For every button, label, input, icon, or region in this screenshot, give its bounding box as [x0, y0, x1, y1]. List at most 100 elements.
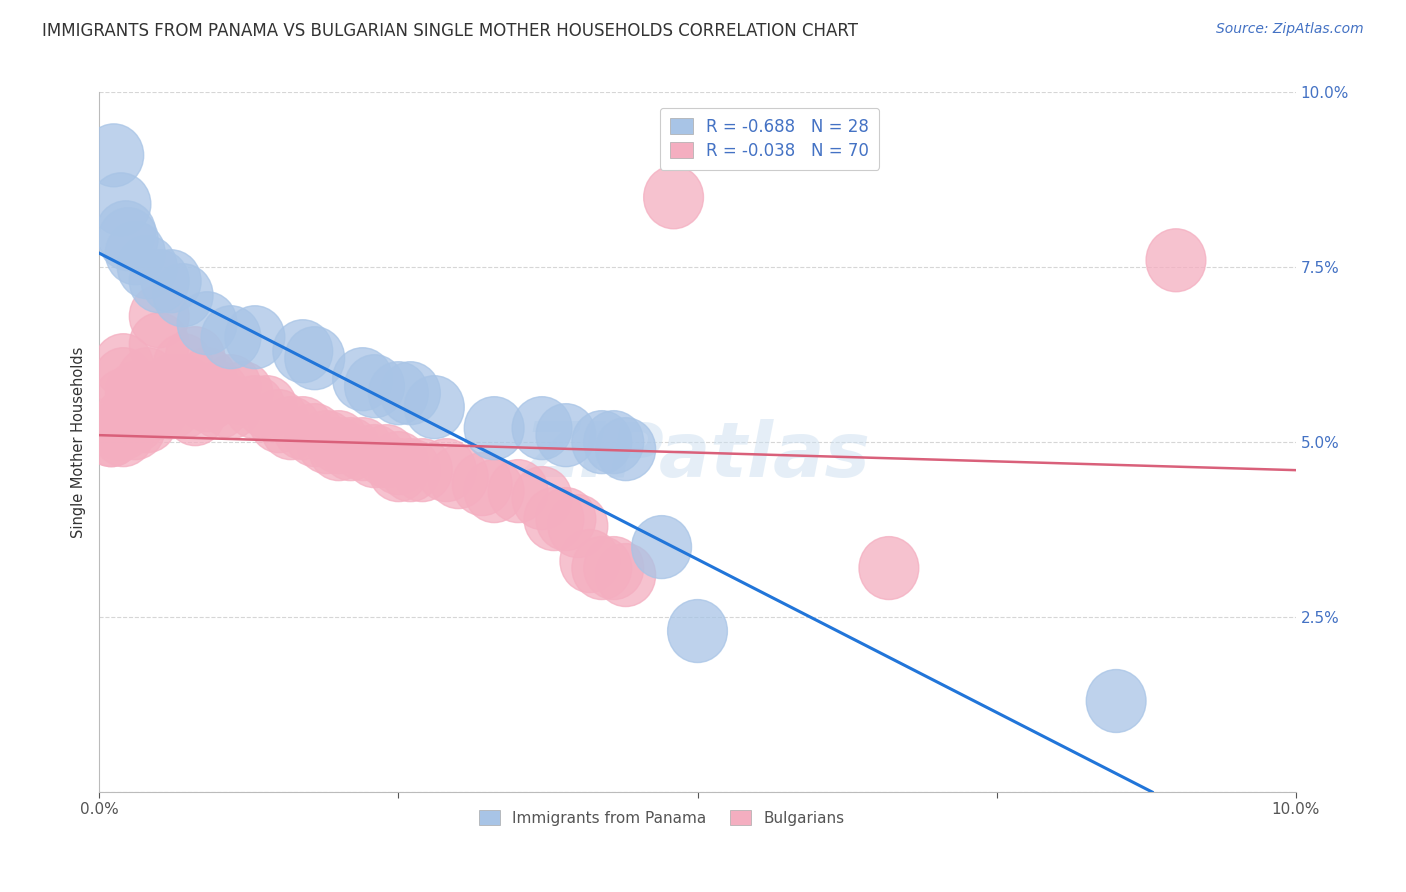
- Ellipse shape: [141, 250, 201, 313]
- Ellipse shape: [309, 410, 368, 474]
- Ellipse shape: [368, 362, 429, 425]
- Ellipse shape: [344, 425, 405, 488]
- Ellipse shape: [429, 446, 488, 508]
- Ellipse shape: [96, 201, 156, 264]
- Ellipse shape: [105, 222, 166, 285]
- Ellipse shape: [572, 410, 631, 474]
- Ellipse shape: [273, 397, 333, 459]
- Ellipse shape: [285, 404, 344, 467]
- Ellipse shape: [190, 362, 249, 425]
- Ellipse shape: [201, 306, 262, 368]
- Ellipse shape: [262, 397, 321, 459]
- Ellipse shape: [416, 439, 477, 501]
- Ellipse shape: [177, 368, 238, 432]
- Ellipse shape: [166, 383, 225, 446]
- Ellipse shape: [333, 417, 392, 481]
- Ellipse shape: [117, 376, 177, 439]
- Ellipse shape: [82, 404, 141, 467]
- Ellipse shape: [297, 410, 357, 474]
- Ellipse shape: [1146, 228, 1206, 292]
- Ellipse shape: [596, 417, 655, 481]
- Ellipse shape: [214, 362, 273, 425]
- Ellipse shape: [105, 362, 166, 425]
- Ellipse shape: [1087, 670, 1146, 732]
- Ellipse shape: [201, 355, 262, 417]
- Ellipse shape: [344, 355, 405, 417]
- Ellipse shape: [392, 439, 453, 501]
- Ellipse shape: [548, 495, 607, 558]
- Ellipse shape: [583, 537, 644, 599]
- Ellipse shape: [93, 334, 153, 397]
- Ellipse shape: [583, 410, 644, 474]
- Ellipse shape: [105, 390, 166, 452]
- Ellipse shape: [93, 390, 153, 452]
- Ellipse shape: [201, 376, 262, 439]
- Ellipse shape: [238, 376, 297, 439]
- Ellipse shape: [859, 537, 918, 599]
- Ellipse shape: [249, 390, 309, 452]
- Ellipse shape: [93, 348, 153, 410]
- Ellipse shape: [105, 368, 166, 432]
- Ellipse shape: [129, 313, 190, 376]
- Ellipse shape: [117, 362, 177, 425]
- Ellipse shape: [357, 425, 416, 488]
- Ellipse shape: [190, 376, 249, 439]
- Ellipse shape: [129, 250, 190, 313]
- Ellipse shape: [129, 362, 190, 425]
- Ellipse shape: [524, 488, 583, 550]
- Ellipse shape: [368, 432, 429, 495]
- Ellipse shape: [153, 376, 214, 439]
- Ellipse shape: [129, 376, 190, 439]
- Ellipse shape: [321, 417, 381, 481]
- Ellipse shape: [82, 404, 141, 467]
- Ellipse shape: [333, 348, 392, 410]
- Ellipse shape: [368, 439, 429, 501]
- Y-axis label: Single Mother Households: Single Mother Households: [72, 346, 86, 538]
- Ellipse shape: [166, 326, 225, 390]
- Ellipse shape: [225, 306, 285, 368]
- Ellipse shape: [464, 459, 524, 523]
- Ellipse shape: [177, 292, 238, 355]
- Ellipse shape: [668, 599, 727, 663]
- Ellipse shape: [105, 376, 166, 439]
- Ellipse shape: [225, 376, 285, 439]
- Ellipse shape: [98, 208, 157, 271]
- Ellipse shape: [560, 530, 620, 592]
- Ellipse shape: [166, 362, 225, 425]
- Ellipse shape: [153, 334, 214, 397]
- Ellipse shape: [453, 452, 512, 516]
- Ellipse shape: [464, 397, 524, 459]
- Ellipse shape: [405, 376, 464, 439]
- Ellipse shape: [153, 355, 214, 417]
- Ellipse shape: [117, 390, 177, 452]
- Ellipse shape: [91, 173, 150, 235]
- Ellipse shape: [93, 397, 153, 459]
- Ellipse shape: [512, 467, 572, 530]
- Text: ZIPatlas: ZIPatlas: [524, 419, 870, 493]
- Ellipse shape: [631, 516, 692, 579]
- Ellipse shape: [84, 124, 143, 186]
- Ellipse shape: [87, 397, 148, 459]
- Text: IMMIGRANTS FROM PANAMA VS BULGARIAN SINGLE MOTHER HOUSEHOLDS CORRELATION CHART: IMMIGRANTS FROM PANAMA VS BULGARIAN SING…: [42, 22, 858, 40]
- Ellipse shape: [117, 235, 177, 299]
- Ellipse shape: [141, 376, 201, 439]
- Ellipse shape: [644, 166, 703, 228]
- Ellipse shape: [117, 348, 177, 410]
- Ellipse shape: [381, 362, 440, 425]
- Ellipse shape: [153, 264, 214, 326]
- Ellipse shape: [488, 459, 548, 523]
- Ellipse shape: [177, 348, 238, 410]
- Ellipse shape: [572, 537, 631, 599]
- Ellipse shape: [536, 488, 596, 550]
- Ellipse shape: [536, 404, 596, 467]
- Ellipse shape: [596, 543, 655, 607]
- Ellipse shape: [381, 439, 440, 501]
- Ellipse shape: [273, 319, 333, 383]
- Ellipse shape: [93, 404, 153, 467]
- Text: Source: ZipAtlas.com: Source: ZipAtlas.com: [1216, 22, 1364, 37]
- Ellipse shape: [129, 285, 190, 348]
- Ellipse shape: [512, 397, 572, 459]
- Legend: Immigrants from Panama, Bulgarians: Immigrants from Panama, Bulgarians: [471, 803, 852, 833]
- Ellipse shape: [309, 417, 368, 481]
- Ellipse shape: [285, 326, 344, 390]
